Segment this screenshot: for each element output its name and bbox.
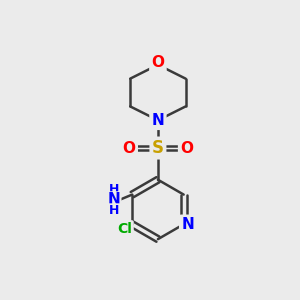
Text: O: O xyxy=(123,140,136,155)
Text: O: O xyxy=(152,55,164,70)
Text: O: O xyxy=(180,140,193,155)
Text: H: H xyxy=(109,204,119,217)
Text: N: N xyxy=(181,217,194,232)
Text: N: N xyxy=(108,192,121,207)
Text: H: H xyxy=(109,183,119,196)
Text: N: N xyxy=(152,113,164,128)
Text: Cl: Cl xyxy=(117,222,132,236)
Text: S: S xyxy=(152,139,164,157)
